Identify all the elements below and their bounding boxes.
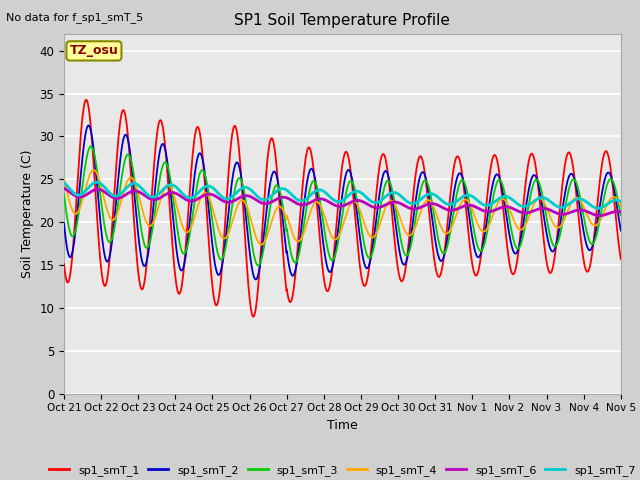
Y-axis label: Soil Temperature (C): Soil Temperature (C) [21,149,34,278]
Legend: sp1_smT_1, sp1_smT_2, sp1_smT_3, sp1_smT_4, sp1_smT_6, sp1_smT_7: sp1_smT_1, sp1_smT_2, sp1_smT_3, sp1_smT… [45,460,640,480]
Text: TZ_osu: TZ_osu [70,44,118,58]
X-axis label: Time: Time [327,419,358,432]
Text: No data for f_sp1_smT_5: No data for f_sp1_smT_5 [6,12,143,23]
Title: SP1 Soil Temperature Profile: SP1 Soil Temperature Profile [234,13,451,28]
